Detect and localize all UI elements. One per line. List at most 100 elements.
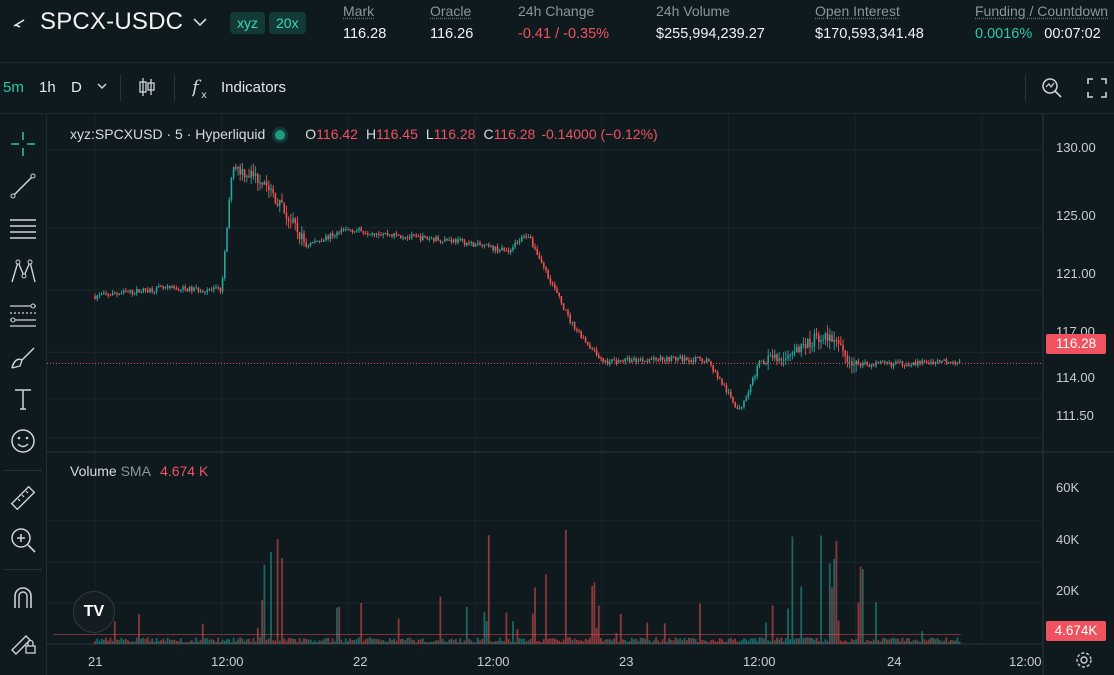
volume-bar <box>560 642 563 644</box>
volume-bar <box>540 642 543 644</box>
lock-drawing-icon[interactable] <box>8 626 38 656</box>
volume-bar <box>135 637 138 644</box>
candle-body <box>523 235 525 238</box>
volume-bar <box>366 638 369 644</box>
candle-body <box>226 228 228 252</box>
pair-selector[interactable]: SPCX-USDC <box>40 8 184 35</box>
trend-line-icon[interactable] <box>8 171 38 201</box>
candle-body <box>314 240 316 243</box>
candle-body <box>428 238 431 240</box>
volume-bar <box>294 638 297 644</box>
volume-bar <box>780 637 783 644</box>
candle-body <box>208 289 211 291</box>
candle-body <box>769 355 772 357</box>
chart-panel[interactable]: xyz:SPCXUSD · 5 · Hyperliquid O116.42 H116… <box>47 114 1114 675</box>
candle-body <box>358 228 360 231</box>
brush-icon[interactable] <box>8 342 38 372</box>
fullscreen-icon[interactable] <box>1086 77 1108 103</box>
volume-bar <box>655 637 657 644</box>
chevron-down-icon[interactable] <box>190 12 210 32</box>
volume-bar <box>157 641 160 644</box>
last-volume-tag: 4.674K <box>1046 621 1106 641</box>
horizontal-lines-icon[interactable] <box>8 214 38 244</box>
volume-bar <box>305 638 308 644</box>
candle-body <box>947 361 950 363</box>
volume-bar <box>813 639 816 644</box>
interval-1h[interactable]: 1h <box>39 79 56 96</box>
leverage-badge[interactable]: 20x <box>269 12 306 34</box>
candle-body <box>622 360 624 362</box>
volume-bar <box>371 638 374 644</box>
volume-bar <box>133 641 136 644</box>
volume-bar <box>630 637 633 644</box>
candle-body <box>292 218 294 222</box>
volume-bar <box>888 639 891 644</box>
settings-gear-icon[interactable] <box>1075 651 1093 669</box>
candle-body <box>237 166 239 169</box>
volume-bar <box>938 640 941 644</box>
candles-icon[interactable] <box>137 76 157 102</box>
crosshair-icon[interactable] <box>8 129 38 159</box>
volume-bar <box>204 638 206 644</box>
volume-bar <box>694 639 697 644</box>
candle-body <box>380 234 382 236</box>
zoom-in-icon[interactable] <box>8 525 38 555</box>
indicators-button[interactable]: Indicators <box>221 79 287 96</box>
volume-bar <box>738 641 741 644</box>
volume-bar <box>404 640 407 644</box>
volume-bar <box>903 640 906 644</box>
candle-body <box>382 234 384 236</box>
candle-body <box>342 229 345 231</box>
volume-bar <box>232 637 235 644</box>
volume-bar <box>648 640 651 644</box>
fib-retracement-icon[interactable] <box>8 300 38 330</box>
pattern-icon[interactable] <box>8 256 38 286</box>
candle-body <box>890 362 893 367</box>
interval-5m[interactable]: 5m <box>3 79 24 96</box>
volume-bar <box>457 642 459 644</box>
candle-body <box>560 296 563 304</box>
candle-body <box>532 238 534 247</box>
candle-body <box>928 362 930 364</box>
volume-bar <box>628 641 631 644</box>
volume-bar <box>377 639 380 644</box>
stat-value: $170,593,341.48 <box>815 26 924 42</box>
candle-body <box>923 360 926 362</box>
candle-body <box>406 237 409 239</box>
volume-bar <box>824 639 827 644</box>
volume-bar <box>756 640 759 644</box>
interval-d[interactable]: D <box>71 79 82 96</box>
volume-bar <box>100 638 103 644</box>
candle-body <box>624 358 626 362</box>
volume-bar <box>256 627 259 644</box>
volume-bar <box>747 641 750 644</box>
ruler-icon[interactable] <box>8 483 38 513</box>
volume-bar <box>542 639 545 644</box>
magnet-icon[interactable] <box>8 583 38 613</box>
price-volume-chart[interactable] <box>47 114 1114 675</box>
volume-bar <box>373 638 376 644</box>
tradingview-logo-icon[interactable]: TV <box>73 591 115 633</box>
emoji-icon[interactable] <box>8 426 38 456</box>
volume-bar <box>727 638 730 644</box>
zoom-search-icon[interactable] <box>1040 76 1064 104</box>
volume-bar <box>787 608 789 644</box>
candle-body <box>703 361 706 363</box>
volume-bar <box>582 641 585 644</box>
volume-bar <box>624 640 627 644</box>
text-tool-icon[interactable] <box>8 384 38 414</box>
candle-body <box>551 282 554 285</box>
candle-body <box>543 262 545 268</box>
interval-chevron-down-icon[interactable] <box>95 79 109 97</box>
candle-body <box>373 233 376 236</box>
volume-bar <box>947 641 950 644</box>
candle-body <box>540 258 543 263</box>
candle-body <box>468 242 470 244</box>
volume-bar <box>758 637 761 644</box>
volume-bar <box>699 603 701 644</box>
candle-body <box>554 284 556 289</box>
price-tick: 121.00 <box>1056 266 1096 281</box>
volume-bar <box>800 586 803 644</box>
volume-bar <box>270 552 272 644</box>
